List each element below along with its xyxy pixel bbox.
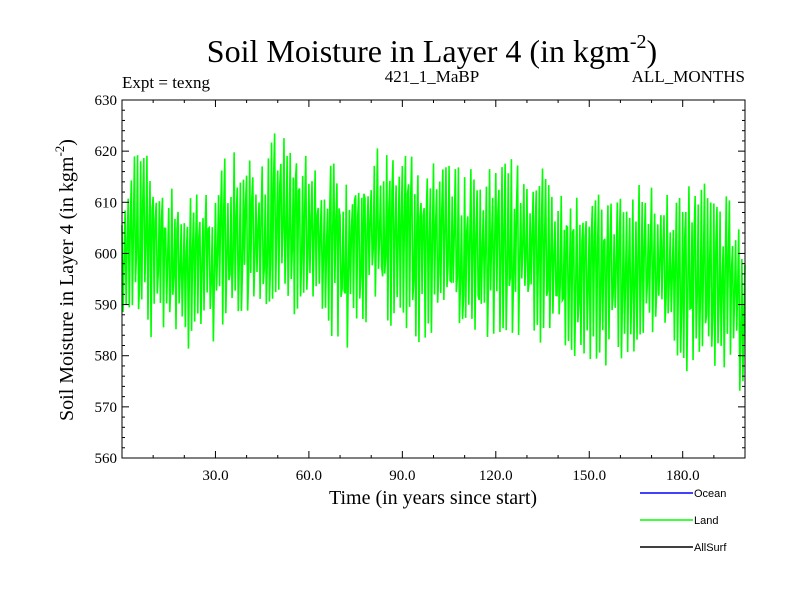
subtitle-months: ALL_MONTHS bbox=[632, 67, 745, 86]
subtitle-run-id: 421_1_MaBP bbox=[385, 67, 479, 86]
x-tick-label: 30.0 bbox=[202, 468, 228, 484]
series-land-line bbox=[121, 133, 746, 391]
legend-label-ocean: Ocean bbox=[694, 488, 726, 500]
y-tick-label: 600 bbox=[95, 246, 118, 262]
x-tick-label: 120.0 bbox=[479, 468, 513, 484]
y-axis-label: Soil Moisture in Layer 4 (in kgm-2) bbox=[52, 139, 78, 421]
y-tick-label: 570 bbox=[95, 400, 118, 416]
x-axis: 30.0 60.0 90.0 120.0 150.0 180.0 bbox=[152, 100, 715, 484]
x-tick-label: 150.0 bbox=[572, 468, 606, 484]
y-axis: 560 570 580 590 600 610 620 630 bbox=[95, 93, 745, 467]
title-suffix: ) bbox=[647, 33, 658, 69]
y-label-suffix: ) bbox=[56, 139, 78, 146]
legend-label-allsurf: AllSurf bbox=[694, 542, 727, 554]
y-label-superscript: -2 bbox=[52, 146, 67, 157]
legend: Ocean Land AllSurf bbox=[640, 488, 727, 554]
x-tick-label: 180.0 bbox=[666, 468, 700, 484]
x-axis-label: Time (in years since start) bbox=[329, 487, 537, 509]
y-label-main: Soil Moisture in Layer 4 (in kgm bbox=[56, 156, 78, 421]
y-tick-label: 580 bbox=[95, 349, 118, 365]
y-tick-label: 630 bbox=[95, 93, 118, 109]
y-tick-label: 620 bbox=[95, 144, 118, 160]
y-tick-label: 590 bbox=[95, 298, 118, 314]
title-superscript: -2 bbox=[630, 31, 647, 53]
y-tick-label: 610 bbox=[95, 195, 118, 211]
title-main: Soil Moisture in Layer 4 (in kgm bbox=[207, 33, 630, 69]
x-tick-label: 60.0 bbox=[296, 468, 322, 484]
x-tick-label: 90.0 bbox=[389, 468, 415, 484]
legend-label-land: Land bbox=[694, 515, 718, 527]
subtitle-experiment: Expt = texng bbox=[122, 73, 210, 92]
y-tick-label: 560 bbox=[95, 451, 118, 467]
chart-title: Soil Moisture in Layer 4 (in kgm-2) bbox=[207, 31, 657, 69]
plot-area bbox=[121, 99, 746, 459]
